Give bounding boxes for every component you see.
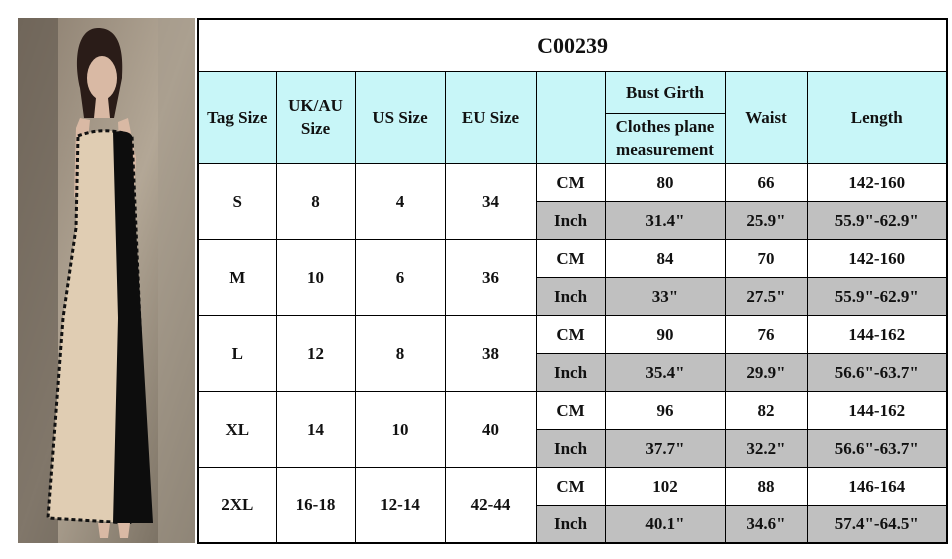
measure-cell: CM [535,314,606,354]
size-cell: 42-44 [444,466,537,544]
table-row: Clothes plane measurement [198,112,947,164]
measure-cell: 40.1" [604,504,726,544]
size-cell: S [197,162,277,240]
table-row: Inch 37.7" 32.2" 56.6"-63.7" [198,428,948,468]
measure-cell: 144-162 [806,390,948,430]
measure-cell: 34.6" [724,504,808,544]
measure-cell: 80 [604,162,726,202]
table-row: Tag Size UK/AU Size US Size EU Size Bust Gir… [197,70,948,164]
measure-cell: 56.6"-63.7" [806,352,948,392]
size-cell: L [197,314,277,392]
measure-cell: 90 [604,314,726,354]
size-cell: M [197,238,277,316]
measure-cell: Inch [535,352,606,392]
header-cell: EU Size [444,70,537,164]
measure-cell: CM [535,162,606,202]
size-cell: 40 [444,390,537,468]
table-row: Inch 31.4" 25.9" 55.9"-62.9" [198,200,948,240]
header-cell [535,70,606,164]
measure-cell: 66 [724,162,808,202]
size-cell: 10 [275,238,356,316]
table-row: Inch 40.1" 34.6" 57.4"-64.5" [198,504,948,544]
table-row: C00239 [197,18,948,72]
table-row: XL 14 10 40 CM 96 82 144-162 [197,390,948,468]
measure-cell: 25.9" [724,200,808,240]
table-row: S 8 4 34 CM 80 66 142-160 [197,162,948,240]
table-row: L 12 8 38 CM 90 76 144-162 [197,314,948,392]
measure-cell: Inch [535,200,606,240]
measure-cell: 31.4" [604,200,726,240]
measure-cell: Inch [535,276,606,316]
measure-cell: 76 [724,314,808,354]
measure-cell: 55.9"-62.9" [806,276,948,316]
size-cell: 12 [275,314,356,392]
measure-cell: 96 [604,390,726,430]
header-cell: Clothes plane measurement [604,112,726,164]
size-cell: 12-14 [354,466,446,544]
size-cell: 8 [354,314,446,392]
size-cell: 14 [275,390,356,468]
measure-cell: 144-162 [806,314,948,354]
measure-cell: 32.2" [724,428,808,468]
measure-cell: 82 [724,390,808,430]
table-title: C00239 [197,18,948,72]
measure-cell: 88 [724,466,808,506]
size-cell: 2XL [197,466,277,544]
measure-cell: 142-160 [806,162,948,202]
size-cell: 8 [275,162,356,240]
table-row: Inch 35.4" 29.9" 56.6"-63.7" [198,352,948,392]
size-cell: 10 [354,390,446,468]
measure-cell: 29.9" [724,352,808,392]
size-cell: 16-18 [275,466,356,544]
measure-cell: 35.4" [604,352,726,392]
measure-cell: 56.6"-63.7" [806,428,948,468]
size-cell: XL [197,390,277,468]
measure-cell: 142-160 [806,238,948,278]
measure-cell: Inch [535,504,606,544]
measure-cell: 33" [604,276,726,316]
measure-cell: 146-164 [806,466,948,506]
measure-cell: 102 [604,466,726,506]
table-row: M 10 6 36 CM 84 70 142-160 [197,238,948,316]
measure-cell: CM [535,466,606,506]
measure-cell: 84 [604,238,726,278]
measure-cell: Inch [535,428,606,468]
size-cell: 38 [444,314,537,392]
measure-cell: 57.4"-64.5" [806,504,948,544]
header-cell: Tag Size [197,70,277,164]
header-cell: UK/AU Size [275,70,356,164]
size-table: C00239 Tag Size UK/AU Size US Size EU Size Bu… [197,18,949,544]
size-cell: 36 [444,238,537,316]
measure-cell: 70 [724,238,808,278]
header-cell: Length [806,70,948,164]
measure-cell: 27.5" [724,276,808,316]
measure-cell: CM [535,238,606,278]
header-cell: Bust Girth [604,70,726,114]
table-row: Inch 33" 27.5" 55.9"-62.9" [198,276,948,316]
header-cell: US Size [354,70,446,164]
size-cell: 34 [444,162,537,240]
model-photo [18,18,195,543]
measure-cell: 55.9"-62.9" [806,200,948,240]
size-cell: 6 [354,238,446,316]
table-body: C00239 Tag Size UK/AU Size US Size EU Size Bu… [197,18,948,544]
size-cell: 4 [354,162,446,240]
table-row: 2XL 16-18 12-14 42-44 CM 102 88 146-164 [197,466,948,544]
measure-cell: CM [535,390,606,430]
measure-cell: 37.7" [604,428,726,468]
header-cell: Waist [724,70,808,164]
